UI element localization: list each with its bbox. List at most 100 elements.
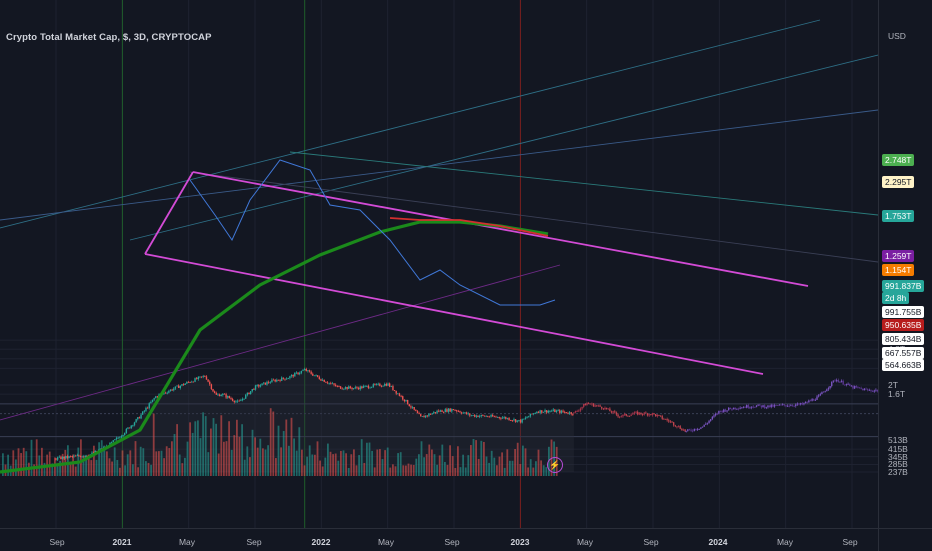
candle xyxy=(390,386,393,387)
trend-line xyxy=(289,151,878,216)
projection-red-candle xyxy=(579,408,582,411)
candle xyxy=(212,389,214,392)
candle xyxy=(277,379,280,381)
volume-bar xyxy=(204,416,207,476)
candle xyxy=(191,381,193,383)
candle xyxy=(230,398,232,400)
candle xyxy=(349,386,352,388)
volume-bar xyxy=(519,463,522,476)
projection-purple-candle xyxy=(726,410,728,412)
volume-bar xyxy=(524,448,527,476)
projection-red-candle xyxy=(654,414,657,417)
volume-bar xyxy=(425,454,428,476)
projection-red-candle xyxy=(584,404,587,406)
projection-red-candle xyxy=(645,412,647,414)
candle xyxy=(302,370,304,371)
x-tick-label: 2021 xyxy=(112,537,132,547)
projection-purple-candle xyxy=(814,399,817,401)
volume-bar xyxy=(535,461,537,476)
x-tick-label: May xyxy=(576,537,594,547)
candle xyxy=(184,383,186,385)
candle xyxy=(213,391,216,394)
candle xyxy=(251,388,253,392)
volume-bar xyxy=(259,438,262,476)
candle xyxy=(424,415,427,418)
projection-purple-candle xyxy=(739,407,741,409)
volume-bar xyxy=(163,458,165,476)
volume-bar xyxy=(132,464,134,476)
volume-bar xyxy=(485,456,488,476)
candle xyxy=(532,413,535,415)
candle xyxy=(563,411,566,413)
volume-bar xyxy=(165,446,168,476)
projection-purple-candle xyxy=(832,380,835,382)
candle xyxy=(192,381,195,383)
projection-purple-candle xyxy=(826,389,828,392)
candle xyxy=(137,417,139,420)
projection-red-candle xyxy=(663,418,665,420)
projection-purple-candle xyxy=(690,429,692,431)
volume-bar xyxy=(69,463,72,476)
volume-bar xyxy=(392,464,394,476)
volume-bar xyxy=(420,441,423,476)
candle xyxy=(313,375,316,377)
volume-bar xyxy=(514,448,516,476)
candle xyxy=(74,455,77,457)
volume-bar xyxy=(139,446,142,476)
volume-bar xyxy=(327,443,329,476)
projection-red-candle xyxy=(676,426,678,428)
projection-purple-candle xyxy=(844,384,846,386)
time-axis[interactable]: Sep 2021 May Sep 2022 May Sep 2023 May Sep 2024 May… xyxy=(0,528,878,551)
lightning-icon[interactable]: ⚡ xyxy=(547,457,563,473)
channel-lower-line xyxy=(144,253,764,375)
candle xyxy=(403,399,406,402)
volume-bar xyxy=(436,464,438,476)
volume-bar xyxy=(329,451,332,476)
candle xyxy=(400,395,402,397)
volume-bar xyxy=(217,453,220,476)
projection-red-candle xyxy=(615,412,618,415)
candle xyxy=(372,384,375,387)
price-plot[interactable] xyxy=(0,0,878,528)
projection-red-candle xyxy=(668,420,670,422)
candle xyxy=(83,456,85,458)
candle xyxy=(426,415,428,417)
volume-bar xyxy=(345,453,347,476)
candle xyxy=(153,398,155,400)
trend-line xyxy=(189,171,878,263)
projection-red-candle xyxy=(643,412,645,415)
candle xyxy=(187,381,190,383)
price-axis[interactable]: USD 6T4.8T3.8T3T2T1.6T415B345B285B237B51… xyxy=(878,0,932,528)
volume-bar xyxy=(290,417,293,476)
volume-bar xyxy=(108,458,111,476)
candle xyxy=(305,368,307,372)
candle xyxy=(222,393,224,396)
candle xyxy=(205,376,208,380)
projection-red-candle xyxy=(591,403,593,405)
volume-bar xyxy=(230,449,233,476)
volume-bar xyxy=(176,424,178,476)
candle xyxy=(143,410,146,412)
candle xyxy=(272,379,275,381)
volume-bar xyxy=(462,454,464,476)
projection-purple-candle xyxy=(685,430,687,432)
candle xyxy=(474,415,476,417)
projection-purple-candle xyxy=(873,390,875,392)
candle xyxy=(297,372,299,375)
chart-title: Crypto Total Market Cap, $, 3D, CRYPTOCA… xyxy=(6,32,212,43)
candle xyxy=(168,391,170,393)
projection-red-candle xyxy=(640,412,642,415)
candle xyxy=(197,376,199,380)
projection-purple-candle xyxy=(852,385,854,389)
volume-bar xyxy=(223,441,225,476)
projection-red-candle xyxy=(587,403,590,404)
volume-bar xyxy=(142,448,145,476)
candle xyxy=(514,419,517,422)
volume-bar xyxy=(246,446,249,476)
volume-bar xyxy=(134,441,137,476)
candle xyxy=(328,382,330,384)
candle xyxy=(351,387,353,390)
candle xyxy=(469,413,471,416)
price-badge: 1.154T xyxy=(882,264,915,276)
